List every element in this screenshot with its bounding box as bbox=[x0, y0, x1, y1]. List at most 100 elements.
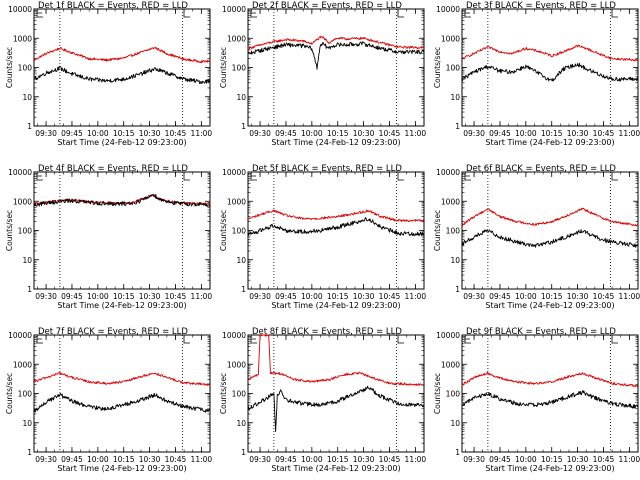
series-events-line bbox=[461, 229, 639, 248]
x-tick-label: 10:30 bbox=[567, 129, 589, 138]
series-lld-line bbox=[33, 46, 211, 64]
x-tick-label: 10:45 bbox=[593, 292, 615, 301]
y-tick-label: 100 bbox=[232, 227, 247, 236]
chart-det-3: Det 3f BLACK = Events, RED = LLD 1 10 100 10… bbox=[433, 1, 640, 147]
y-tick-label: 1000 bbox=[441, 34, 460, 43]
y-tick-label: 1 bbox=[455, 285, 460, 294]
x-axis-label: Start Time (24-Feb-12 09:23:00) bbox=[57, 138, 186, 147]
y-tick-label: 10000 bbox=[436, 331, 460, 340]
y-tick-label: 1000 bbox=[13, 197, 32, 206]
y-tick-label: 10000 bbox=[222, 168, 246, 177]
plot-frame bbox=[247, 334, 425, 453]
y-axis-label: Counts/sec bbox=[219, 47, 228, 88]
chart-title: Det 2f BLACK = Events, RED = LLD bbox=[252, 1, 402, 11]
x-axis-label: Start Time (24-Feb-12 09:23:00) bbox=[271, 464, 400, 473]
y-tick-label: 1 bbox=[27, 448, 32, 457]
y-tick-label: 100 bbox=[18, 227, 33, 236]
y-axis-label: Counts/sec bbox=[219, 373, 228, 414]
series-events-line bbox=[461, 62, 639, 82]
chart-title: Det 9f BLACK = Events, RED = LLD bbox=[466, 327, 616, 337]
x-tick-label: 10:15 bbox=[327, 292, 349, 301]
plot-frame bbox=[461, 171, 639, 290]
y-tick-label: 10 bbox=[450, 256, 460, 265]
x-tick-label: 10:15 bbox=[113, 455, 135, 464]
x-tick-label: 10:15 bbox=[327, 129, 349, 138]
x-tick-label: 09:30 bbox=[35, 455, 57, 464]
chart-title: Det 4f BLACK = Events, RED = LLD bbox=[38, 164, 188, 174]
y-axis-label: Counts/sec bbox=[219, 210, 228, 251]
x-tick-label: 09:45 bbox=[489, 292, 511, 301]
x-tick-label: 10:45 bbox=[165, 129, 187, 138]
y-tick-label: 10000 bbox=[222, 331, 246, 340]
x-tick-label: 11:00 bbox=[405, 455, 427, 464]
x-tick-label: 10:45 bbox=[379, 455, 401, 464]
x-tick-label: 10:00 bbox=[515, 129, 537, 138]
series-events-line bbox=[247, 217, 425, 237]
series-lld-line bbox=[247, 334, 425, 386]
x-tick-label: 11:00 bbox=[191, 455, 213, 464]
y-axis-label: Counts/sec bbox=[433, 210, 442, 251]
y-axis-label: Counts/sec bbox=[433, 47, 442, 88]
marker-glyph bbox=[250, 173, 257, 181]
x-axis-label: Start Time (24-Feb-12 09:23:00) bbox=[57, 464, 186, 473]
series-events-line bbox=[247, 385, 425, 433]
y-axis-label: Counts/sec bbox=[5, 373, 14, 414]
marker-glyph bbox=[397, 336, 404, 344]
x-tick-label: 11:00 bbox=[619, 292, 640, 301]
y-tick-label: 100 bbox=[232, 64, 247, 73]
series-events-line bbox=[33, 194, 211, 208]
x-tick-label: 09:45 bbox=[489, 129, 511, 138]
x-tick-label: 10:00 bbox=[301, 129, 323, 138]
series-lld-line bbox=[461, 44, 639, 62]
x-tick-label: 10:45 bbox=[165, 455, 187, 464]
marker-glyph bbox=[183, 10, 190, 18]
marker-glyph bbox=[36, 10, 43, 18]
x-tick-label: 10:00 bbox=[87, 292, 109, 301]
x-tick-label: 10:00 bbox=[301, 455, 323, 464]
marker-glyph bbox=[397, 10, 404, 18]
x-tick-label: 09:30 bbox=[249, 129, 271, 138]
y-tick-label: 10000 bbox=[8, 168, 32, 177]
chart-title: Det 3f BLACK = Events, RED = LLD bbox=[466, 1, 616, 11]
x-axis-label: Start Time (24-Feb-12 09:23:00) bbox=[57, 301, 186, 310]
x-tick-label: 10:30 bbox=[353, 292, 375, 301]
y-tick-label: 1 bbox=[27, 122, 32, 131]
x-tick-label: 11:00 bbox=[405, 292, 427, 301]
x-axis-label: Start Time (24-Feb-12 09:23:00) bbox=[271, 138, 400, 147]
y-tick-label: 10 bbox=[22, 256, 32, 265]
x-tick-label: 09:30 bbox=[463, 292, 485, 301]
chart-title: Det 5f BLACK = Events, RED = LLD bbox=[252, 164, 402, 174]
x-tick-label: 09:30 bbox=[249, 455, 271, 464]
y-tick-label: 1 bbox=[455, 122, 460, 131]
x-tick-label: 11:00 bbox=[191, 292, 213, 301]
x-tick-label: 09:45 bbox=[275, 292, 297, 301]
y-tick-label: 1000 bbox=[441, 360, 460, 369]
series-events-line bbox=[33, 392, 211, 414]
x-tick-label: 10:15 bbox=[541, 455, 563, 464]
x-tick-label: 09:45 bbox=[61, 455, 83, 464]
series-lld-line bbox=[33, 372, 211, 386]
x-tick-label: 10:30 bbox=[353, 455, 375, 464]
y-tick-label: 10 bbox=[22, 93, 32, 102]
y-tick-label: 10 bbox=[236, 419, 246, 428]
y-tick-label: 10000 bbox=[436, 5, 460, 14]
y-tick-label: 100 bbox=[232, 390, 247, 399]
chart-det-7: Det 7f BLACK = Events, RED = LLD 1 10 100 10… bbox=[5, 327, 212, 473]
marker-glyph bbox=[183, 173, 190, 181]
y-tick-label: 1000 bbox=[13, 360, 32, 369]
chart-title: Det 7f BLACK = Events, RED = LLD bbox=[38, 327, 188, 337]
x-tick-label: 09:30 bbox=[249, 292, 271, 301]
y-tick-label: 1 bbox=[27, 285, 32, 294]
chart-det-6: Det 6f BLACK = Events, RED = LLD 1 10 100 10… bbox=[433, 164, 640, 310]
y-tick-label: 1 bbox=[241, 285, 246, 294]
x-tick-label: 10:00 bbox=[87, 129, 109, 138]
series-events-line bbox=[247, 41, 425, 70]
plot-frame bbox=[33, 171, 211, 290]
marker-glyph bbox=[397, 173, 404, 181]
x-tick-label: 09:45 bbox=[275, 455, 297, 464]
y-tick-label: 10000 bbox=[8, 331, 32, 340]
chart-det-1: Det 1f BLACK = Events, RED = LLD 1 10 100 10… bbox=[5, 1, 212, 147]
y-tick-label: 10000 bbox=[8, 5, 32, 14]
plot-frame bbox=[33, 8, 211, 127]
